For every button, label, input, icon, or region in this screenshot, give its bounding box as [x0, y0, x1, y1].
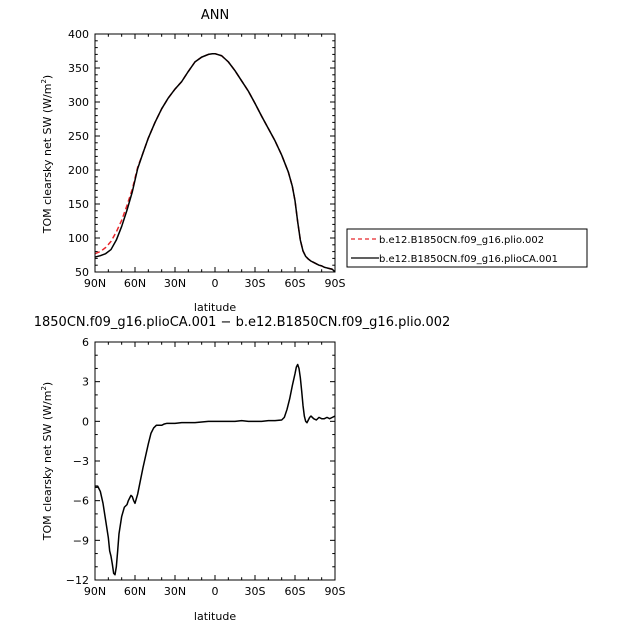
legend: b.e12.B1850CN.f09_g16.plio.002 b.e12.B18…	[346, 228, 588, 268]
legend-frame	[346, 228, 588, 268]
bottom-y-axis-label: TOM clearsky net SW (W/m2)	[40, 382, 54, 541]
top-x-tick-label: 90S	[325, 277, 346, 290]
bottom-x-tick-label: 0	[212, 585, 219, 598]
top-y-tick-label: 200	[68, 164, 89, 177]
bottom-ticks: 90N 60N 30N 0 30S 60S 90S −12 −9 −6 −3 0 3 6	[66, 336, 346, 598]
top-series-line-1	[94, 52, 336, 273]
top-plot-frame	[94, 33, 336, 273]
top-y-tick-label: 400	[68, 28, 89, 41]
bottom-y-tick-label: −3	[73, 455, 89, 468]
bottom-y-tick-label: 3	[82, 376, 89, 389]
bottom-x-tick-label: 90N	[84, 585, 106, 598]
legend-label-plio: b.e12.B1850CN.f09_g16.plio.002	[379, 235, 544, 246]
bottom-series-line-0	[95, 363, 336, 576]
bottom-y-tick-label: 0	[82, 415, 89, 428]
top-chart-title: ANN	[201, 8, 229, 23]
top-y-tick-label: 300	[68, 96, 89, 109]
top-ticks: 90N 60N 30N 0 30S 60S 90S 50 100 150 200 250 300 350 4…	[68, 28, 346, 290]
top-y-tick-label: 100	[68, 232, 89, 245]
top-y-tick-label: 250	[68, 130, 89, 143]
bottom-plot-frame	[94, 341, 336, 581]
top-series-line-0	[94, 52, 336, 273]
bottom-chart-title: 1850CN.f09_g16.plioCA.001 − b.e12.B1850C…	[34, 315, 451, 330]
top-x-tick-label: 0	[212, 277, 219, 290]
top-y-axis-label: TOM clearsky net SW (W/m2)	[40, 75, 54, 234]
bottom-y-tick-label: −9	[73, 534, 89, 547]
bottom-x-tick-label: 30N	[164, 585, 186, 598]
top-x-tick-label: 60S	[285, 277, 306, 290]
bottom-x-axis-label: latitude	[194, 610, 236, 623]
top-x-tick-label: 30N	[164, 277, 186, 290]
bottom-y-tick-label: −12	[66, 574, 89, 587]
top-x-tick-label: 90N	[84, 277, 106, 290]
bottom-x-tick-label: 60N	[124, 585, 146, 598]
bottom-y-tick-label: −6	[73, 495, 89, 508]
legend-label-plioca: b.e12.B1850CN.f09_g16.plioCA.001	[379, 254, 558, 265]
bottom-y-tick-label: 6	[82, 336, 89, 349]
top-x-tick-label: 60N	[124, 277, 146, 290]
bottom-series-group	[95, 363, 336, 576]
top-y-tick-label: 350	[68, 62, 89, 75]
top-x-axis-label: latitude	[194, 301, 236, 314]
top-series-group	[94, 52, 336, 273]
bottom-x-tick-label: 60S	[285, 585, 306, 598]
bottom-x-tick-label: 90S	[325, 585, 346, 598]
top-panel: ANN TOM clearsky net SW (W/m2) latitude …	[40, 8, 346, 314]
top-y-tick-label: 150	[68, 198, 89, 211]
top-x-tick-label: 30S	[245, 277, 266, 290]
bottom-panel: 1850CN.f09_g16.plioCA.001 − b.e12.B1850C…	[34, 315, 451, 623]
bottom-x-tick-label: 30S	[245, 585, 266, 598]
top-y-tick-label: 50	[75, 266, 89, 279]
